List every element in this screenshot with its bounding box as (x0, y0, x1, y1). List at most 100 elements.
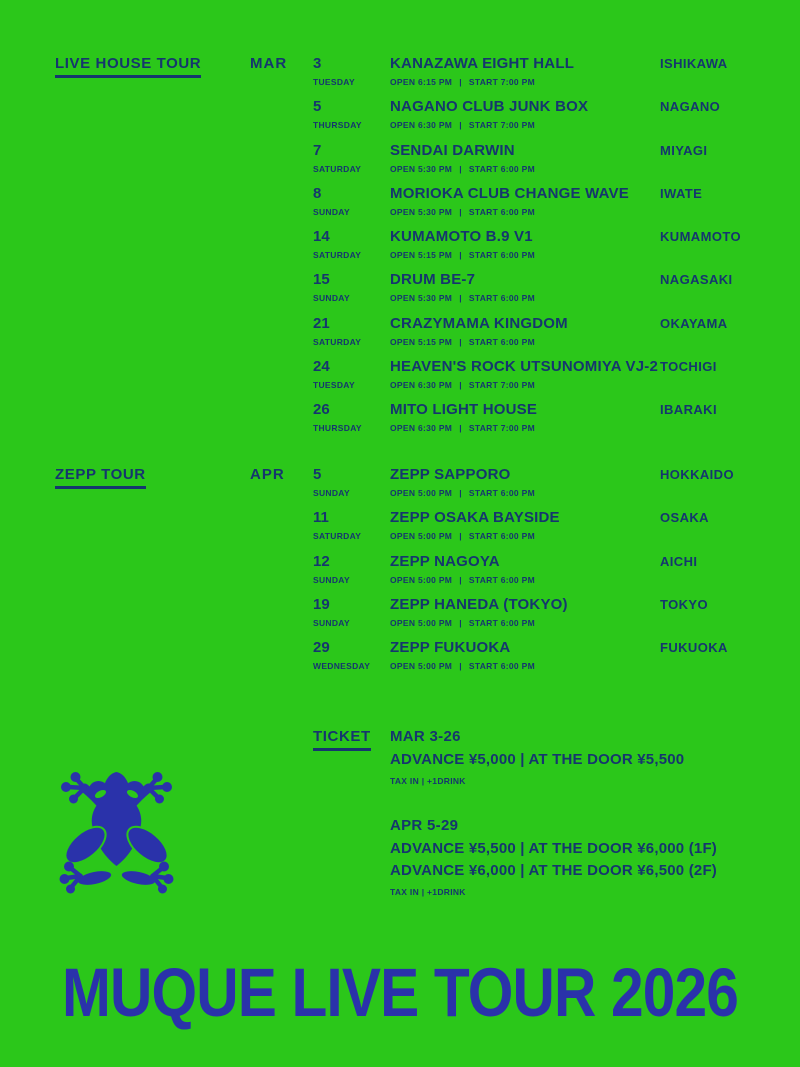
event-weekday: THURSDAY (313, 120, 362, 131)
event-row: 5 SUNDAY ZEPP SAPPORO OPEN 5:00 PM | START… (313, 467, 800, 510)
month-label: MAR (250, 55, 288, 72)
frog-logo-icon (56, 770, 177, 896)
event-venue: ZEPP SAPPORO (390, 466, 511, 483)
section-title-live-house-tour: LIVE HOUSE TOUR (55, 56, 202, 78)
event-open-time: OPEN 5:00 PM (390, 661, 453, 671)
event-prefecture: TOCHIGI (660, 358, 717, 374)
event-times: OPEN 5:15 PM | START 6:00 PM (390, 251, 535, 260)
times-separator: | (459, 206, 462, 217)
event-weekday: SUNDAY (313, 293, 350, 304)
event-row: 8 SUNDAY MORIOKA CLUB CHANGE WAVE OPEN 5… (313, 186, 800, 229)
event-prefecture: KUMAMOTO (660, 229, 741, 244)
event-weekday: THURSDAY (313, 423, 362, 433)
event-venue: MORIOKA CLUB CHANGE WAVE (390, 184, 629, 202)
event-open-time: OPEN 5:30 PM (390, 293, 453, 304)
ticket-price-lines: ADVANCE ¥5,000 | AT THE DOOR ¥5,500 (390, 752, 790, 774)
ticket-note: TAX IN | +1DRINK (390, 775, 466, 786)
event-start-time: START 6:00 PM (468, 617, 535, 628)
event-venue: MITO LIGHT HOUSE (390, 401, 538, 418)
times-separator: | (459, 574, 462, 585)
event-day: 7 (313, 141, 322, 159)
times-separator: | (459, 77, 462, 87)
ticket-price-lines: ADVANCE ¥5,500 | AT THE DOOR ¥6,000 (1F)… (390, 841, 790, 885)
event-row: 11 SATURDAY ZEPP OSAKA BAYSIDE OPEN 5:00… (313, 510, 800, 553)
event-day: 8 (313, 184, 322, 202)
event-times: OPEN 5:15 PM | START 6:00 PM (390, 336, 535, 347)
event-start-time: START 6:00 PM (468, 531, 535, 542)
event-venue: SENDAI DARWIN (390, 141, 515, 159)
times-separator: | (459, 163, 462, 174)
ticket-price-line: ADVANCE ¥6,000 | AT THE DOOR ¥6,500 (2F) (390, 861, 718, 879)
times-separator: | (459, 617, 462, 628)
times-separator: | (459, 661, 462, 671)
event-prefecture: ISHIKAWA (660, 56, 728, 71)
event-times: OPEN 5:00 PM | START 6:00 PM (390, 617, 535, 628)
poster-title: MUQUE LIVE TOUR 2026 (61, 954, 739, 1031)
times-separator: | (459, 293, 462, 304)
event-start-time: START 6:00 PM (468, 661, 535, 671)
event-weekday: TUESDAY (313, 379, 355, 390)
ticket-note: TAX IN | +1DRINK (390, 886, 466, 897)
event-day: 12 (313, 552, 330, 570)
event-list: 5 SUNDAY ZEPP SAPPORO OPEN 5:00 PM | START… (313, 467, 800, 683)
ticket-date-range: MAR 3-26 (390, 728, 461, 745)
event-row: 26 THURSDAY MITO LIGHT HOUSE OPEN 6:30 P… (313, 402, 800, 445)
event-venue: DRUM BE-7 (390, 271, 476, 289)
event-times: OPEN 6:30 PM | START 7:00 PM (390, 424, 535, 433)
event-times: OPEN 6:30 PM | START 7:00 PM (390, 121, 535, 130)
event-weekday: SATURDAY (313, 336, 362, 347)
event-weekday: WEDNESDAY (313, 661, 371, 671)
event-weekday: SATURDAY (313, 163, 362, 174)
event-day: 14 (313, 228, 330, 245)
times-separator: | (459, 531, 462, 542)
ticket-price-line: ADVANCE ¥5,000 | AT THE DOOR ¥5,500 (390, 750, 685, 768)
event-weekday: SUNDAY (313, 617, 350, 628)
event-day: 11 (313, 509, 329, 527)
event-row: 3 TUESDAY KANAZAWA EIGHT HALL OPEN 6:15 … (313, 56, 800, 99)
times-separator: | (459, 379, 462, 390)
event-prefecture: NAGASAKI (660, 272, 733, 288)
event-start-time: START 7:00 PM (468, 120, 535, 131)
event-weekday: SATURDAY (313, 250, 362, 260)
event-venue: ZEPP OSAKA BAYSIDE (390, 509, 560, 527)
event-venue: ZEPP HANEDA (TOKYO) (390, 595, 568, 613)
event-day: 29 (313, 639, 330, 656)
event-prefecture: FUKUOKA (660, 640, 728, 655)
ticket-block-march: MAR 3-26 ADVANCE ¥5,000 | AT THE DOOR ¥5… (390, 729, 790, 786)
event-open-time: OPEN 5:00 PM (390, 574, 453, 585)
event-row: 24 TUESDAY HEAVEN'S ROCK UTSUNOMIYA VJ-2… (313, 359, 800, 402)
event-day: 15 (313, 271, 330, 289)
event-venue: NAGANO CLUB JUNK BOX (390, 98, 589, 116)
ticket-price-line: ADVANCE ¥5,500 | AT THE DOOR ¥6,000 (1F) (390, 839, 718, 857)
ticket-block-april: APR 5-29 ADVANCE ¥5,500 | AT THE DOOR ¥6… (390, 818, 790, 897)
event-day: 26 (313, 401, 330, 418)
event-prefecture: IBARAKI (660, 402, 717, 417)
event-open-time: OPEN 6:30 PM (390, 423, 453, 433)
event-weekday: TUESDAY (313, 77, 355, 87)
event-times: OPEN 6:30 PM | START 7:00 PM (390, 379, 535, 390)
event-prefecture: AICHI (660, 553, 698, 569)
event-start-time: START 7:00 PM (468, 379, 535, 390)
event-times: OPEN 5:30 PM | START 6:00 PM (390, 206, 535, 217)
event-prefecture: HOKKAIDO (660, 467, 734, 482)
event-venue: KANAZAWA EIGHT HALL (390, 55, 575, 72)
event-day: 21 (313, 314, 330, 332)
event-row: 21 SATURDAY CRAZYMAMA KINGDOM OPEN 5:15 … (313, 316, 800, 359)
event-start-time: START 7:00 PM (468, 77, 535, 87)
event-open-time: OPEN 6:30 PM (390, 379, 453, 390)
month-label: APR (250, 466, 285, 483)
times-separator: | (459, 336, 462, 347)
times-separator: | (459, 120, 462, 131)
event-open-time: OPEN 5:30 PM (390, 206, 453, 217)
event-weekday: SUNDAY (313, 488, 350, 498)
event-prefecture: OKAYAMA (660, 315, 728, 331)
event-venue: HEAVEN'S ROCK UTSUNOMIYA VJ-2 (390, 357, 659, 375)
event-row: 5 THURSDAY NAGANO CLUB JUNK BOX OPEN 6:3… (313, 99, 800, 142)
event-prefecture: NAGANO (660, 99, 721, 115)
event-row: 7 SATURDAY SENDAI DARWIN OPEN 5:30 PM | ST… (313, 143, 800, 186)
event-open-time: OPEN 5:00 PM (390, 488, 453, 498)
event-row: 29 WEDNESDAY ZEPP FUKUOKA OPEN 5:00 PM | S… (313, 640, 800, 683)
event-open-time: OPEN 5:15 PM (390, 250, 453, 260)
event-start-time: START 6:00 PM (468, 250, 535, 260)
